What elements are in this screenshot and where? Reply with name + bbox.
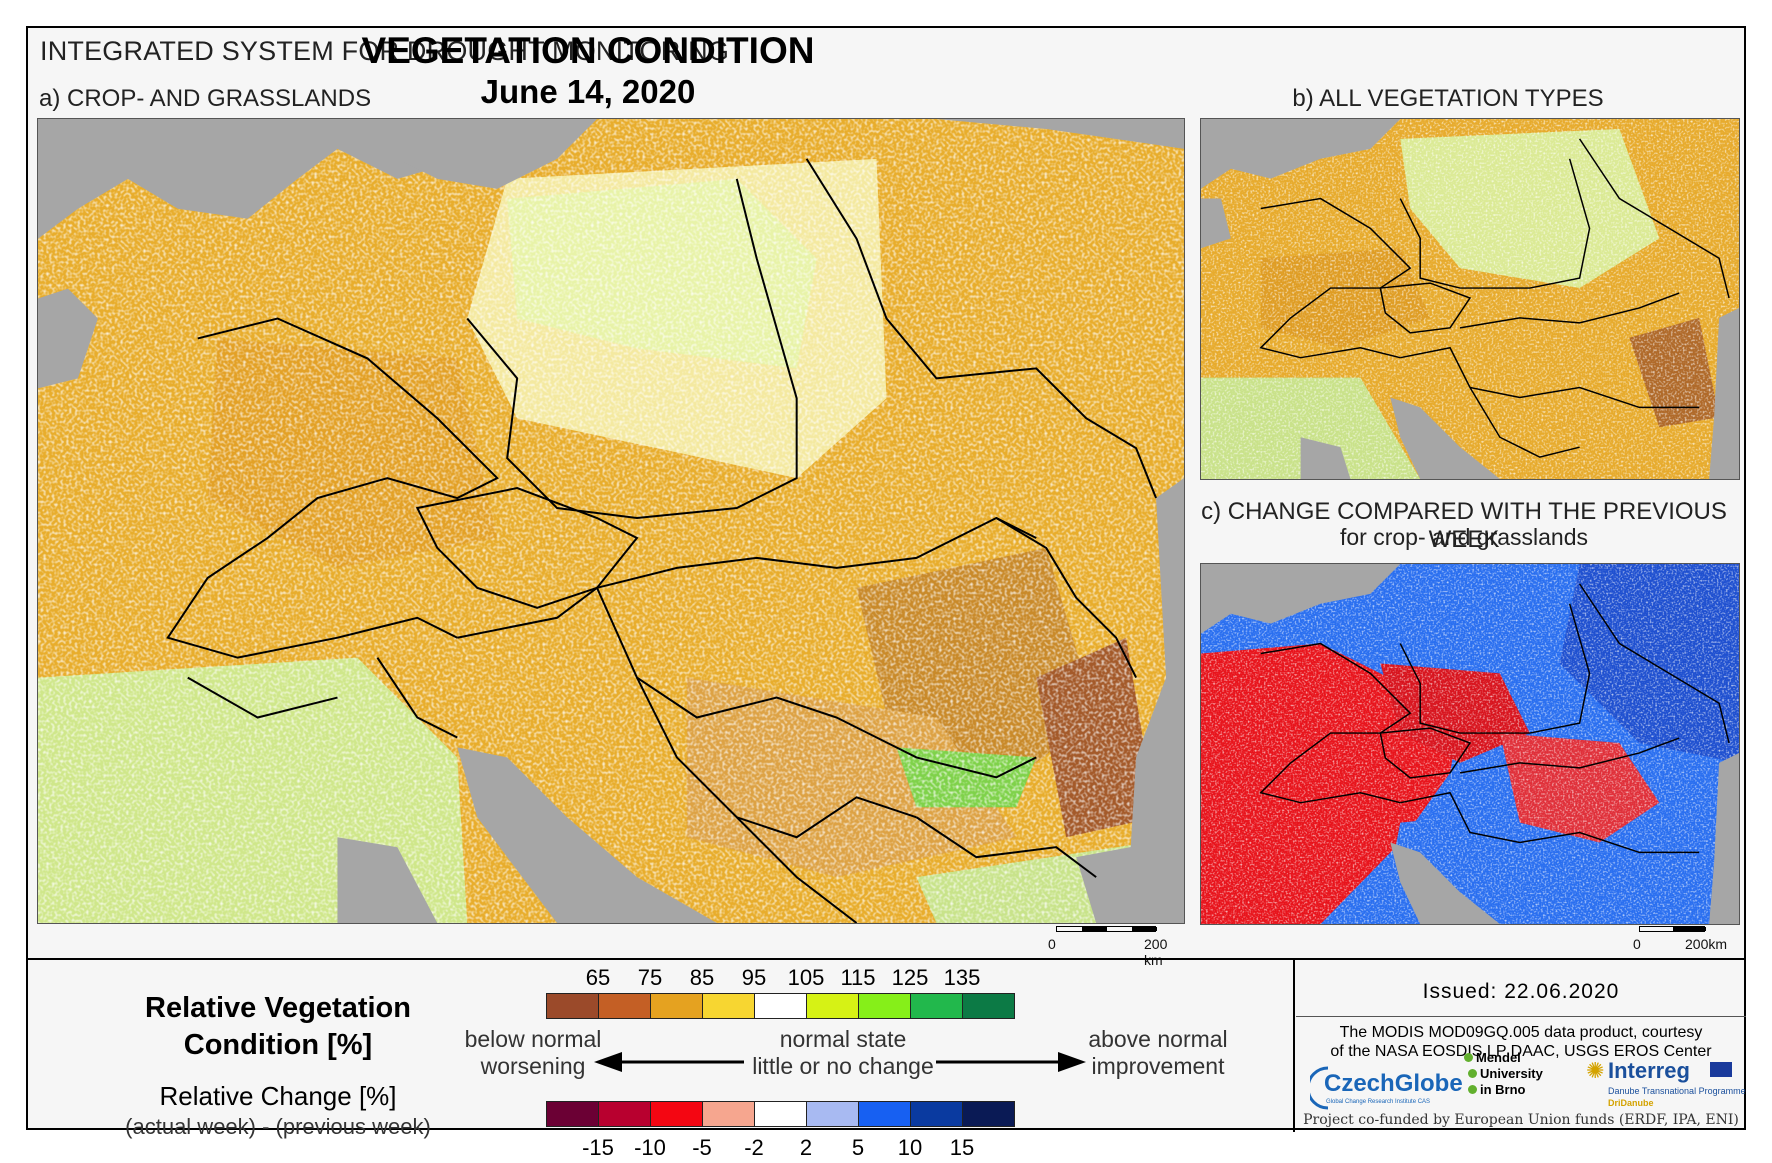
interreg-logo: ✺ Interreg Danube Transnational Programm… [1586,1056,1746,1112]
rvc-tick-label: 105 [787,965,825,990]
scalebar-c-end: 200km [1685,936,1728,952]
issued-underline [1296,1016,1746,1017]
improvement-label: improvement [1091,1053,1225,1079]
issued-date: Issued: 22.06.2020 [1422,980,1620,1003]
rvc-tick-label: 75 [637,965,663,990]
scalebar-a-zero: 0 [1048,936,1056,952]
rc-swatch [546,1101,599,1127]
above-normal-desc: above normal improvement [1058,1026,1258,1080]
mendel-dot-icon-3 [1468,1085,1477,1094]
panel-c-sublabel: for crop- and grasslands [1339,524,1588,550]
rc-swatch [702,1101,755,1127]
rc-legend-title: Relative Change [%] [159,1081,397,1111]
rvc-swatch [858,993,911,1019]
mendel-line3: in Brno [1480,1082,1526,1097]
rvc-tick-labels: 65 75 85 95 105 115 125 135 [28,965,1228,993]
rc-tick-label: -15 [582,1135,614,1160]
below-normal-desc: below normal worsening [438,1026,628,1080]
rc-tick-label: -10 [634,1135,666,1160]
eu-flag-icon [1710,1062,1732,1077]
map-crop-grasslands [37,118,1185,924]
data-credit: The MODIS MOD09GQ.005 data product, cour… [1296,1023,1746,1061]
data-credit-line2: of the NASA EOSDIS LP DAAC, USGS EROS Ce… [1330,1043,1712,1060]
rvc-tick-label: 95 [741,965,767,990]
rvc-swatch [546,993,599,1019]
mendel-line2: University [1480,1066,1543,1081]
interreg-subtext: Danube Transnational Programme [1608,1086,1746,1096]
eu-funding-note: Project co-funded by European Union fund… [1303,1112,1739,1128]
rc-swatch [598,1101,651,1127]
rvc-swatch [650,993,703,1019]
map-weekly-change [1200,563,1740,925]
rc-swatch [858,1101,911,1127]
map-frame: INTEGRATED SYSTEM FOR DROUGHT MONITORING… [26,26,1746,1160]
mendel-logo: Mendel University in Brno [1464,1050,1584,1112]
rc-swatch [806,1101,859,1127]
rvc-swatch [910,993,963,1019]
mendel-dot-icon-2 [1468,1069,1477,1078]
rc-tick-label: 10 [897,1135,923,1160]
map-date: June 14, 2020 [480,73,696,110]
mendel-dot-icon [1464,1053,1473,1062]
normal-state-label: normal state [779,1026,907,1052]
credits-divider [1293,958,1295,1132]
rvc-swatch [754,993,807,1019]
rvc-tick-label: 125 [891,965,929,990]
rc-tick-label: 15 [949,1135,975,1160]
map-all-vegetation [1200,118,1740,480]
rvc-legend-title-line1: Relative Vegetation [145,992,411,1024]
rc-tick-label: 2 [799,1135,813,1160]
scalebar-c-zero: 0 [1633,936,1641,952]
panel-c-label: c) CHANGE COMPARED WITH THE PREVIOUS WEE… [1201,498,1727,553]
rc-tick-label: -5 [692,1135,712,1160]
rvc-legend-title: Relative Vegetation Condition [%] [108,990,448,1064]
mendel-line1: Mendel [1476,1050,1521,1065]
below-normal-label: below normal [464,1026,602,1052]
system-title: INTEGRATED SYSTEM FOR DROUGHT MONITORING [40,36,730,66]
rvc-swatch [806,993,859,1019]
right-arrow-icon [936,1052,1086,1072]
little-change-label: little or no change [752,1053,934,1079]
above-normal-label: above normal [1088,1026,1228,1052]
rc-swatch [650,1101,703,1127]
left-arrow-icon [594,1052,744,1072]
normal-state-desc: normal state little or no change [728,1026,958,1080]
scalebar-a-end: 200 km [1144,936,1168,968]
rc-legend-subtitle: (actual week) - (previous week) [125,1114,431,1139]
scalebar-a: 0 200 km [1048,926,1188,968]
rvc-tick-label: 115 [840,965,876,990]
rvc-swatch [598,993,651,1019]
rc-swatch [754,1101,807,1127]
rvc-swatch [962,993,1015,1019]
legend-divider [28,958,1744,960]
rvc-legend-title-line2: Condition [%] [183,1029,373,1061]
rc-swatch [962,1101,1015,1127]
rc-tick-label: 5 [851,1135,865,1160]
czechglobe-subtext: Global Change Research Institute CAS [1326,1099,1431,1105]
rvc-color-scale [28,993,1228,1021]
czechglobe-logo: CzechGlobe Global Change Research Instit… [1310,1066,1463,1110]
rc-tick-labels: -15 -10 -5 -2 2 5 10 15 [28,1135,1228,1163]
interreg-sun-icon: ✺ [1586,1058,1605,1083]
panel-a-label: a) CROP- AND GRASSLANDS [39,85,372,112]
czechglobe-arc-icon [1310,1066,1329,1110]
rvc-swatch [702,993,755,1019]
interreg-wordmark: Interreg [1608,1058,1690,1083]
rc-swatch [910,1101,963,1127]
main-title: VEGETATION CONDITION [361,30,815,71]
scalebar-c: 0 200km [1633,926,1743,956]
czechglobe-wordmark: CzechGlobe [1324,1070,1463,1097]
worsening-label: worsening [480,1053,586,1079]
rc-tick-label: -2 [744,1135,764,1160]
rvc-tick-label: 85 [689,965,715,990]
dridanube-label: DriDanube [1608,1098,1654,1108]
rc-color-scale [28,1101,1228,1129]
panel-b-label: b) ALL VEGETATION TYPES [1292,85,1604,112]
data-credit-line1: The MODIS MOD09GQ.005 data product, cour… [1339,1024,1703,1041]
rvc-tick-label: 135 [943,965,981,990]
rvc-tick-label: 65 [585,965,611,990]
